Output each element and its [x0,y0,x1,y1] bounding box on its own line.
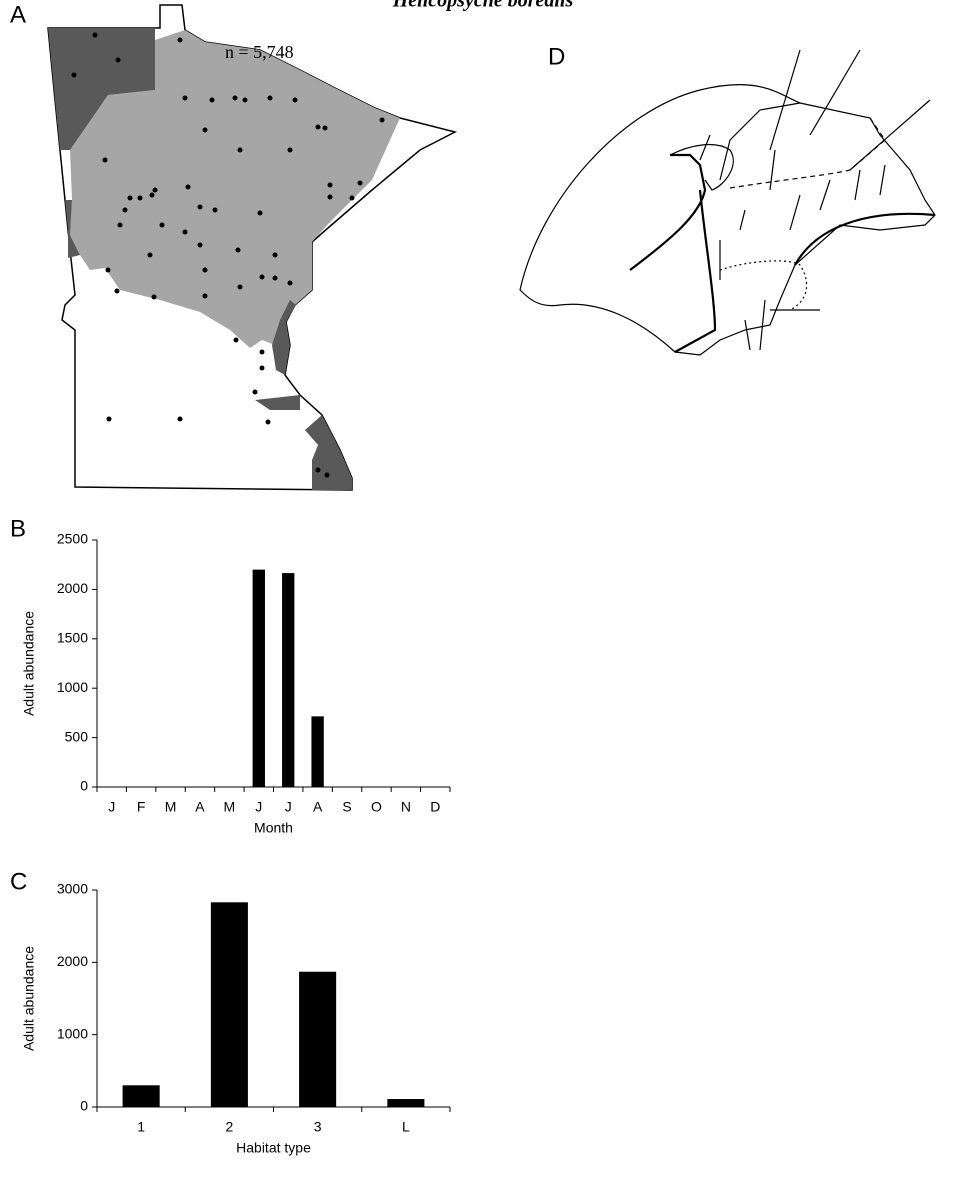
x-tick-label: A [195,799,205,815]
y-tick-label: 0 [80,1098,88,1114]
bar [210,902,248,1107]
y-tick-label: 1000 [57,679,88,695]
x-tick-label: 3 [314,1119,322,1135]
figure-title: Helicopsyche borealis [392,0,574,12]
y-tick-label: 2000 [57,580,88,596]
bar [299,971,337,1107]
y-axis-label: Adult abundance [21,611,37,716]
bar [282,573,295,787]
x-tick-label: J [108,799,115,815]
y-tick-label: 1500 [57,630,88,646]
x-tick-label: J [285,799,292,815]
x-tick-label: N [401,799,411,815]
y-tick-label: 500 [65,728,89,744]
x-tick-label: M [165,799,177,815]
x-tick-label: S [342,799,351,815]
panel-label: D [548,43,565,70]
x-tick-label: 2 [225,1119,233,1135]
y-tick-label: 1000 [57,1025,88,1041]
map [47,4,458,491]
x-tick-label: L [402,1119,410,1135]
bar [122,1085,160,1107]
panel-label: C [10,868,27,895]
y-axis-label: Adult abundance [21,946,37,1051]
bar [252,569,265,787]
genitalia-drawing [519,49,936,356]
x-tick-label: F [137,799,146,815]
x-tick-label: A [313,799,323,815]
x-tick-label: O [371,799,382,815]
x-axis-label: Month [254,820,293,836]
y-tick-label: 0 [80,778,88,794]
panel-label: B [10,515,26,542]
y-tick-label: 2000 [57,953,88,969]
y-tick-label: 3000 [57,881,88,897]
bar [387,1099,425,1107]
charts: 0 500 1000 1500 2000 2500 J F M A M J J A S O N D Month Adu… [21,531,451,1156]
x-axis-label: Habitat type [236,1140,311,1156]
sample-size: n = 5,748 [225,42,294,62]
x-tick-label: M [224,799,236,815]
x-tick-label: 1 [137,1119,145,1135]
y-tick-label: 2500 [57,531,88,547]
x-tick-label: J [255,799,262,815]
bar [311,716,324,787]
panel-label: A [10,1,26,28]
x-tick-label: D [430,799,440,815]
